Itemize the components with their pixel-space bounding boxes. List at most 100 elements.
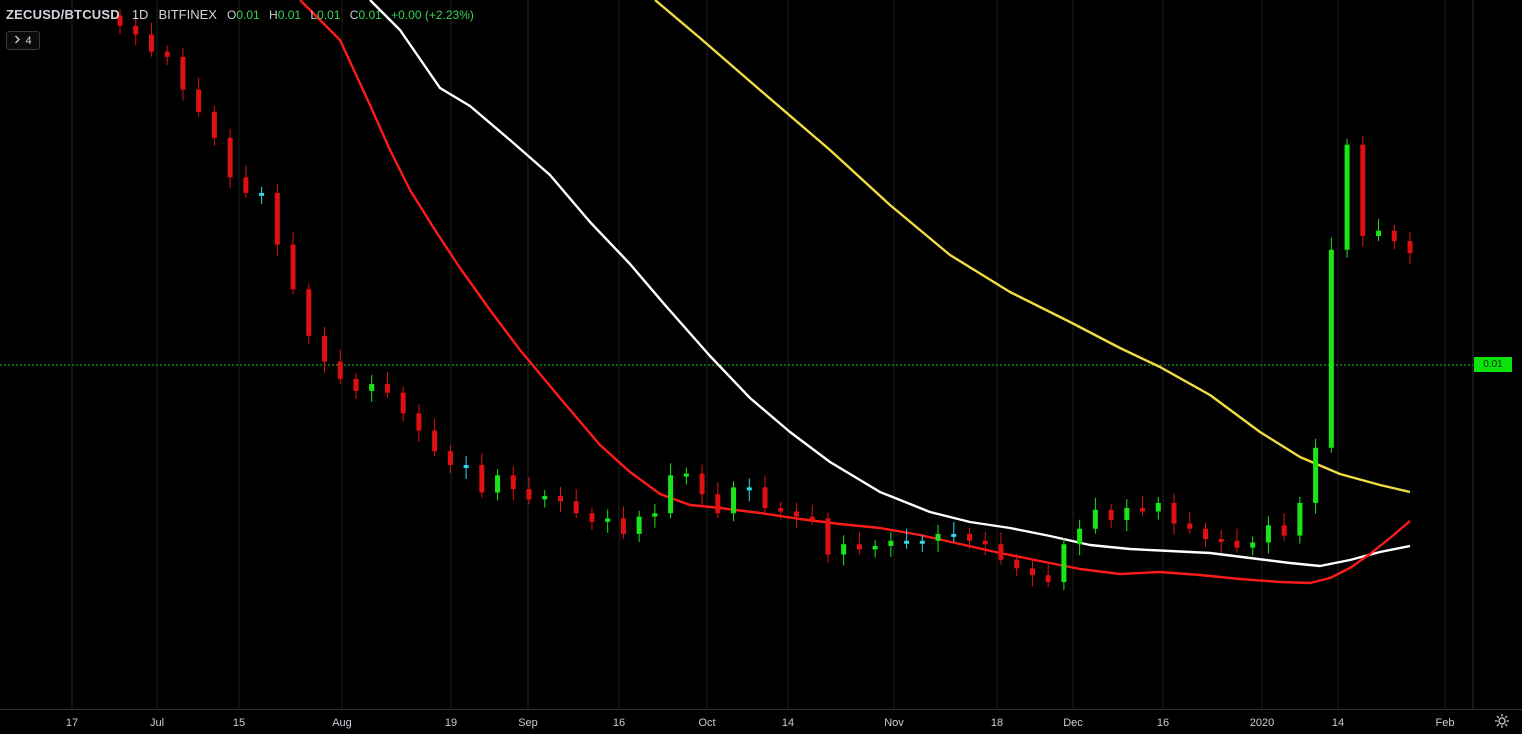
candle-body [1014, 559, 1020, 569]
moving-average-white [369, 0, 1411, 568]
last-price-label: 0.01 [1474, 357, 1512, 372]
candle-body [1234, 540, 1240, 548]
candle-body [369, 384, 375, 391]
candle-body [164, 51, 170, 57]
candle-body [557, 496, 563, 502]
candle-body [762, 487, 768, 509]
candle-body [998, 544, 1004, 560]
candle-body [463, 465, 469, 468]
candle-body [196, 89, 202, 112]
candle-body [809, 516, 815, 520]
x-tick-label: 19 [445, 717, 457, 729]
candle-body [447, 451, 453, 465]
close-key: C [349, 8, 359, 22]
candle-body [337, 361, 343, 379]
candle-body [699, 473, 705, 495]
candle-body [526, 489, 532, 500]
candle-body [1187, 523, 1193, 529]
candle-body [117, 15, 123, 26]
candle-body [290, 244, 296, 290]
x-tick-label: 2020 [1250, 717, 1274, 729]
candle-body [259, 192, 265, 196]
candle-body [1140, 508, 1146, 512]
candle-body [432, 430, 438, 452]
candle-body [495, 475, 501, 493]
candle-body [605, 518, 611, 522]
candle-body [479, 465, 485, 493]
candle-body [1029, 568, 1035, 576]
candle-body [652, 513, 658, 517]
candle-body [353, 378, 359, 391]
ma-white-line [369, 0, 1411, 568]
candle-body [1155, 502, 1161, 512]
chevron-right-icon [14, 35, 21, 47]
candle-body [904, 540, 910, 544]
candle-body [1171, 502, 1177, 524]
ma-yellow-line [654, 0, 1411, 494]
symbol-label[interactable]: ZECUSD/BTCUSD [6, 7, 120, 22]
candle-body [1281, 525, 1287, 536]
high-key: H [269, 8, 278, 22]
candle-body [133, 25, 139, 35]
candle-body [148, 34, 154, 52]
candle-body [510, 475, 516, 490]
candle-body [180, 56, 186, 90]
x-tick-label: Feb [1436, 717, 1455, 729]
candle-body [715, 494, 721, 514]
open-value: 0.01 [236, 8, 260, 22]
high-value: 0.01 [277, 8, 302, 22]
indicator-count: 4 [25, 34, 32, 47]
candle-body [793, 511, 799, 517]
moving-average-yellow [654, 0, 1411, 494]
candle-body [746, 487, 752, 491]
candle-body [951, 533, 957, 537]
x-tick-label: 14 [782, 717, 794, 729]
x-tick-label: 14 [1332, 717, 1344, 729]
change-value: +0.00 (+2.23%) [391, 8, 474, 22]
ma-red-line [299, 0, 1411, 585]
candle-body [1328, 249, 1334, 448]
exchange-label: BITFINEX [158, 7, 217, 22]
candle-body [1045, 575, 1051, 583]
x-tick-label: 15 [233, 717, 245, 729]
candle-body [1407, 241, 1413, 254]
candle-body [1265, 525, 1271, 543]
candle-body [306, 289, 312, 336]
candle-body [872, 545, 878, 550]
chart-axes [0, 0, 1522, 710]
candle-body [1297, 502, 1303, 536]
low-key: L [310, 8, 318, 22]
candle-body [416, 413, 422, 431]
chart-legend: ZECUSD/BTCUSD 1D BITFINEX O0.01 H0.01 L0… [6, 7, 480, 22]
chart-grid [71, 0, 1446, 709]
candle-body [1391, 230, 1397, 242]
x-tick-label: Dec [1063, 717, 1083, 729]
close-value: 0.01 [358, 8, 382, 22]
candle-body [1376, 230, 1382, 236]
candle-body [636, 516, 642, 534]
candle-body [211, 111, 217, 138]
candle-body [322, 335, 328, 362]
candles [117, 9, 1413, 591]
candle-body [1218, 539, 1224, 543]
gear-icon[interactable] [1494, 713, 1510, 729]
candle-body [982, 540, 988, 545]
candle-body [1124, 508, 1130, 521]
candle-body [1202, 528, 1208, 540]
indicators-collapse-button[interactable]: 4 [6, 31, 40, 50]
candle-body [825, 518, 831, 555]
x-tick-label: Oct [698, 717, 715, 729]
candle-body [542, 496, 548, 500]
candle-body [778, 508, 784, 512]
candle-body [856, 544, 862, 550]
x-tick-label: Jul [150, 717, 164, 729]
candle-body [227, 137, 233, 178]
candle-body [589, 513, 595, 522]
candle-body [935, 533, 941, 541]
open-key: O [226, 8, 237, 22]
x-tick-label: 18 [991, 717, 1003, 729]
timeframe-label[interactable]: 1D [131, 7, 149, 22]
candle-body [1360, 144, 1366, 236]
candle-body [731, 487, 737, 514]
